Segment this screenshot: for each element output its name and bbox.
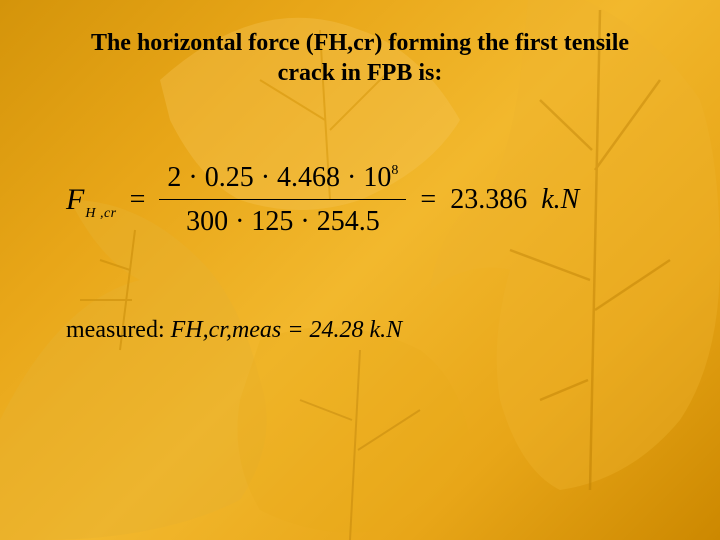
content-area: The horizontal force (FH,cr) forming the… bbox=[0, 0, 720, 540]
slide-container: The horizontal force (FH,cr) forming the… bbox=[0, 0, 720, 540]
formula-subscript: H ,cr bbox=[85, 206, 116, 222]
equals-sign-2: = bbox=[420, 184, 436, 216]
numerator-text: 2 · 0.25 · 4.468 · 10 bbox=[167, 162, 391, 193]
measured-line: measured: FH,cr,meas = 24.28 k.N bbox=[60, 317, 660, 344]
formula-numerator: 2 · 0.25 · 4.468 · 108 bbox=[159, 158, 406, 200]
numerator-exponent: 8 bbox=[391, 163, 398, 178]
formula-fraction: 2 · 0.25 · 4.468 · 108 300 · 125 · 254.5 bbox=[159, 158, 406, 241]
measured-label: measured: bbox=[66, 317, 165, 343]
result-value: 23.386 bbox=[450, 184, 527, 215]
formula-denominator: 300 · 125 · 254.5 bbox=[186, 200, 380, 241]
equals-sign-1: = bbox=[130, 184, 146, 216]
formula-result: 23.386 k.N bbox=[450, 184, 579, 216]
formula-equation: F H ,cr = 2 · 0.25 · 4.468 · 108 300 · 1… bbox=[60, 158, 660, 241]
formula-symbol: F bbox=[66, 183, 84, 217]
result-unit: k.N bbox=[541, 184, 579, 215]
slide-title: The horizontal force (FH,cr) forming the… bbox=[60, 28, 660, 88]
formula-lhs: F H ,cr bbox=[66, 183, 116, 217]
measured-expression: FH,cr,meas = 24.28 k.N bbox=[171, 317, 403, 343]
